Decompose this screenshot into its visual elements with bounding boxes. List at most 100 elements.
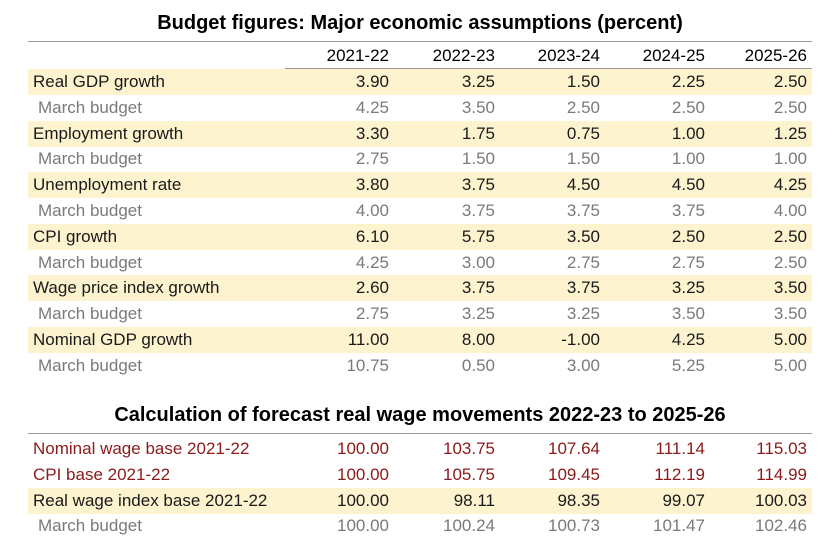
cell-value: 0.75 xyxy=(566,123,600,143)
cell-value: 100.03 xyxy=(755,490,807,510)
cell-value: 4.25 xyxy=(773,175,807,195)
table-row: CPI base 2021-22 100.00 105.75 109.45 112.19… xyxy=(28,462,812,488)
cell-value: 3.00 xyxy=(566,355,600,375)
cell-value: 2.60 xyxy=(355,278,389,298)
cell-value: 3.00 xyxy=(461,252,495,272)
row-label: Nominal wage base 2021-22 xyxy=(33,439,250,458)
cell-value: 4.25 xyxy=(671,330,705,349)
cell-value: 2.25 xyxy=(671,72,705,91)
cell-value: 5.25 xyxy=(671,355,705,375)
row-label: Wage price index growth xyxy=(33,278,220,298)
table-row: March budget 4.00 3.75 3.75 3.75 4.00 xyxy=(28,198,812,224)
cell-value: 1.25 xyxy=(773,123,807,143)
cell-value: 3.25 xyxy=(566,304,600,324)
row-label: March budget xyxy=(38,252,142,272)
row-label: March budget xyxy=(38,304,142,324)
cell-value: 5.75 xyxy=(461,226,495,246)
cell-value: 3.75 xyxy=(461,201,495,220)
cell-value: 109.45 xyxy=(548,464,600,484)
table-row: March budget 10.75 0.50 3.00 5.25 5.00 xyxy=(28,353,812,379)
column-header: 2023-24 xyxy=(537,46,600,65)
cell-value: 1.50 xyxy=(566,72,600,91)
table-row: Real GDP growth 3.90 3.25 1.50 2.25 2.50 xyxy=(28,69,812,95)
cell-value: 3.50 xyxy=(671,304,705,324)
cell-value: 98.35 xyxy=(557,490,600,510)
table-row: Nominal wage base 2021-22 100.00 103.75 107… xyxy=(28,436,812,462)
cell-value: 3.25 xyxy=(671,278,705,298)
cell-value: 2.50 xyxy=(566,97,600,117)
table1-header-rule xyxy=(285,68,812,69)
cell-value: 103.75 xyxy=(443,439,495,458)
table-row: March budget 4.25 3.50 2.50 2.50 2.50 xyxy=(28,95,812,121)
cell-value: 6.10 xyxy=(355,226,389,246)
row-label: March budget xyxy=(38,516,142,536)
column-header: 2025-26 xyxy=(744,46,807,65)
cell-value: 99.07 xyxy=(662,490,705,510)
row-label: March budget xyxy=(38,355,142,375)
cell-value: 100.00 xyxy=(337,490,389,510)
cell-value: 105.75 xyxy=(443,464,495,484)
cell-value: 2.75 xyxy=(355,304,389,324)
cell-value: 98.11 xyxy=(453,490,495,510)
cell-value: 3.75 xyxy=(566,201,600,220)
cell-value: 3.50 xyxy=(773,278,807,298)
table1-title: Budget figures: Major economic assumptio… xyxy=(157,12,683,34)
cell-value: 115.03 xyxy=(756,439,807,458)
table1-top-rule xyxy=(28,41,812,42)
cell-value: 4.50 xyxy=(566,175,600,195)
table-row: March budget 4.25 3.00 2.75 2.75 2.50 xyxy=(28,250,812,276)
cell-value: 100.73 xyxy=(548,516,600,536)
cell-value: 1.00 xyxy=(773,149,807,169)
row-label: Real GDP growth xyxy=(33,72,165,91)
table-row: Employment growth 3.30 1.75 0.75 1.00 1.25 xyxy=(28,120,812,147)
cell-value: -1.00 xyxy=(561,330,600,349)
column-header: 2022-23 xyxy=(432,46,495,65)
cell-value: 3.30 xyxy=(355,123,389,143)
cell-value: 2.50 xyxy=(773,252,807,272)
table2-top-rule xyxy=(28,433,812,434)
cell-value: 0.50 xyxy=(461,355,495,375)
table-row: March budget 2.75 1.50 1.50 1.00 1.00 xyxy=(28,146,812,172)
cell-value: 3.25 xyxy=(461,72,495,91)
cell-value: 8.00 xyxy=(461,330,495,349)
cell-value: 1.00 xyxy=(671,123,705,143)
cell-value: 2.75 xyxy=(566,252,600,272)
cell-value: 2.50 xyxy=(671,97,705,117)
cell-value: 114.99 xyxy=(756,464,807,484)
row-label: Real wage index base 2021-22 xyxy=(33,490,268,510)
cell-value: 3.50 xyxy=(461,97,495,117)
cell-value: 5.00 xyxy=(773,355,807,375)
table2-title: Calculation of forecast real wage moveme… xyxy=(114,404,726,426)
column-header: 2024-25 xyxy=(642,46,705,65)
cell-value: 3.25 xyxy=(461,304,495,324)
table-row: March budget 100.00 100.24 100.73 101.47 102.… xyxy=(28,513,812,539)
cell-value: 2.75 xyxy=(355,149,389,169)
cell-value: 1.00 xyxy=(671,149,705,169)
cell-value: 100.00 xyxy=(337,439,389,458)
cell-value: 3.50 xyxy=(566,226,600,246)
table-row: Nominal GDP growth 11.00 8.00 -1.00 4.25 5.00 xyxy=(28,327,812,353)
cell-value: 4.00 xyxy=(773,201,807,220)
cell-value: 100.24 xyxy=(443,516,495,536)
cell-value: 3.50 xyxy=(773,304,807,324)
cell-value: 4.25 xyxy=(355,97,389,117)
cell-value: 2.50 xyxy=(773,226,807,246)
cell-value: 102.46 xyxy=(755,516,807,536)
row-label: March budget xyxy=(38,97,142,117)
table1-header-row: 2021-22 2022-23 2023-24 2024-25 2025-26 xyxy=(28,43,812,69)
cell-value: 1.50 xyxy=(566,149,600,169)
cell-value: 2.50 xyxy=(773,72,807,91)
table-row: March budget 2.75 3.25 3.25 3.50 3.50 xyxy=(28,301,812,327)
cell-value: 3.75 xyxy=(461,278,495,298)
table-row: Wage price index growth 2.60 3.75 3.75 3.25 3… xyxy=(28,275,812,302)
table-row: Unemployment rate 3.80 3.75 4.50 4.50 4.25 xyxy=(28,172,812,199)
cell-value: 1.75 xyxy=(461,123,495,143)
row-label: CPI growth xyxy=(33,226,118,246)
cell-value: 100.00 xyxy=(337,516,389,536)
cell-value: 10.75 xyxy=(346,355,389,375)
cell-value: 4.00 xyxy=(355,201,389,220)
cell-value: 11.00 xyxy=(347,330,389,349)
cell-value: 2.75 xyxy=(671,252,705,272)
cell-value: 1.50 xyxy=(461,149,495,169)
